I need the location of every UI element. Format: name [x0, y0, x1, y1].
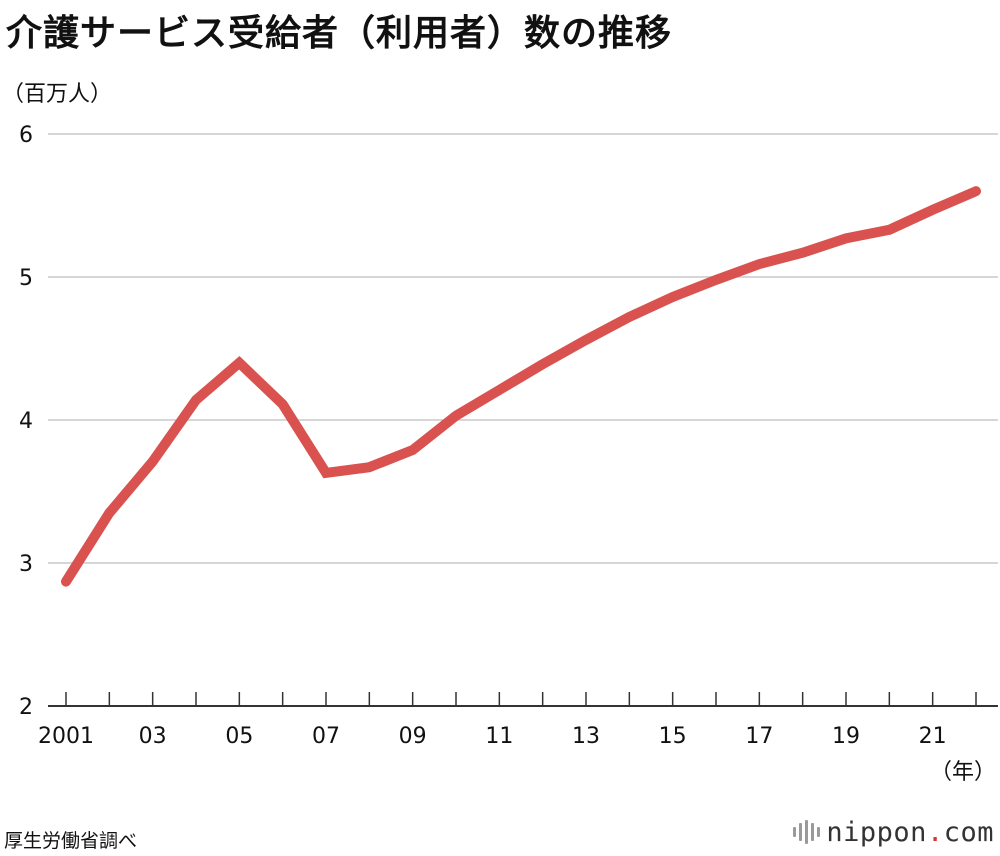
brand-logo: nippon.com	[793, 816, 994, 848]
series-group	[61, 186, 981, 587]
x-tick-label-03: 03	[139, 724, 167, 749]
x-axis: 2001 03 05 07 09 11 13 15 17 19 21	[38, 692, 998, 749]
x-tick-label-09: 09	[399, 724, 427, 749]
x-tick-label-21: 21	[919, 724, 947, 749]
x-axis-unit-label: （年）	[929, 760, 996, 785]
y-tick-label-3: 3	[19, 552, 33, 577]
y-tick-label-4: 4	[19, 409, 33, 434]
y-axis-ticks: 2 3 4 5 6	[19, 123, 33, 720]
y-tick-label-5: 5	[19, 266, 33, 291]
y-tick-label-2: 2	[19, 695, 33, 720]
brand-wordmark: nippon.com	[826, 816, 994, 848]
x-tick-label-17: 17	[745, 724, 773, 749]
x-tick-label-05: 05	[225, 724, 253, 749]
x-tick-label-13: 13	[572, 724, 600, 749]
x-tick-label-19: 19	[832, 724, 860, 749]
x-tick-label-15: 15	[659, 724, 687, 749]
x-tick-label-07: 07	[312, 724, 340, 749]
y-tick-label-6: 6	[19, 123, 33, 148]
brand-bars-icon	[793, 816, 821, 848]
grid-lines	[48, 133, 998, 564]
source-note: 厚生労働省調べ	[4, 830, 138, 852]
x-tick-label-2001: 2001	[38, 724, 94, 749]
chart-title: 介護サービス受給者（利用者）数の推移	[6, 13, 673, 54]
y-axis-unit-label: （百万人）	[2, 82, 113, 107]
series-line-0	[61, 186, 981, 587]
x-tick-label-11: 11	[485, 724, 513, 749]
